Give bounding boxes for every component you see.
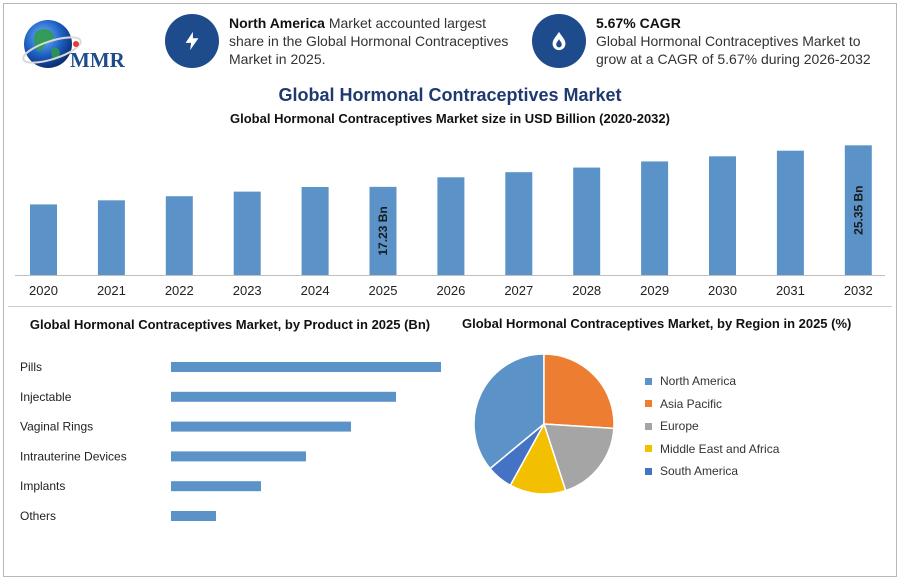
legend-label: Asia Pacific [660,396,723,411]
legend-item: North America [645,370,779,393]
product-chart-title: Global Hormonal Contraceptives Market, b… [29,317,431,332]
bar-2030 [709,156,736,275]
bar-2021 [97,200,125,275]
info-card-cagr: 5.67% CAGR Global Hormonal Contraceptive… [532,14,877,68]
bar-2024 [301,187,329,275]
x-tick-label: 2025 [369,283,398,298]
x-tick-label: 2022 [165,283,194,298]
region-pie-chart [473,353,615,495]
x-tick-label: 2023 [233,283,262,298]
slice-middle-east-and-africa [509,422,567,495]
bar-2031 [776,150,804,275]
x-tick-label: 2030 [708,283,737,298]
info-card-text: 5.67% CAGR Global Hormonal Contraceptive… [596,14,877,68]
market-size-bar-chart: 2020 2021 2022 2023 2024 2025 17.23 Bn 2026 2027… [15,145,885,298]
category-label: Pills [20,360,42,374]
x-tick-label: 2024 [301,283,330,298]
bar-value-label: 25.35 Bn [851,185,865,234]
region-chart-title: Global Hormonal Contraceptives Market, b… [462,316,852,331]
bar-2023 [233,191,261,275]
bar-intrauterine-devices [171,451,306,462]
info-card-north-america: North America Market accounted largest s… [165,14,515,68]
legend-item: Middle East and Africa [645,438,779,461]
flame-drop-icon [532,14,586,68]
legend-item: South America [645,460,779,483]
product-bar-chart: Pills Injectable Vaginal Rings Intrauterine… [20,360,441,523]
slice-north-america [473,353,545,470]
legend-item: Asia Pacific [645,393,779,416]
legend-swatch [645,467,652,475]
bar-pills [171,362,441,372]
slice-south-america [489,423,545,487]
legend-label: South America [660,464,739,479]
category-label: Others [20,509,56,523]
bar-2020 [30,204,57,275]
info-card-highlight: North America [229,15,325,31]
lightning-bolt-icon [165,14,219,68]
x-tick-label: 2026 [436,283,465,298]
legend-swatch [645,377,652,385]
bar-2028 [573,167,601,275]
legend-label: Europe [660,419,699,434]
legend-label: Middle East and Africa [660,441,780,456]
legend-swatch [645,445,652,453]
x-tick-label: 2032 [844,283,873,298]
info-card-highlight: 5.67% CAGR [596,15,681,31]
category-label: Intrauterine Devices [20,449,127,463]
bar-2025 [369,186,397,275]
x-tick-label: 2020 [29,283,58,298]
category-label: Vaginal Rings [20,420,93,434]
bar-2026 [437,177,465,275]
slice-europe [542,423,615,492]
legend-swatch [645,422,652,430]
bar-2022 [165,196,193,275]
bar-2027 [505,172,533,275]
logo-text: MMR [70,48,126,72]
category-label: Implants [20,479,65,493]
bar-2029 [641,161,669,275]
bar-injectable [171,391,396,402]
main-title: Global Hormonal Contraceptives Market [278,85,622,105]
info-card-body: Market accounted largest share in the Gl… [229,15,509,67]
bar-2032 [844,145,872,275]
x-tick-label: 2028 [572,283,601,298]
mmr-logo: MMR [22,20,126,72]
x-tick-label: 2021 [97,283,126,298]
market-size-chart-title: Global Hormonal Contraceptives Market si… [230,111,670,126]
x-tick-label: 2027 [504,283,533,298]
slice-asia-pacific [543,353,615,430]
infographic-frame [3,3,897,577]
bar-vaginal-rings [171,421,351,432]
x-tick-label: 2031 [776,283,805,298]
info-card-body: Global Hormonal Contraceptives Market to… [596,33,871,67]
region-legend: North America Asia Pacific Europe Middle Ea… [645,370,779,483]
category-label: Injectable [20,390,72,404]
section-divider [8,306,892,307]
bar-implants [171,481,261,492]
x-tick-label: 2029 [640,283,669,298]
legend-swatch [645,400,652,408]
info-card-text: North America Market accounted largest s… [229,14,515,68]
bar-others [171,511,216,521]
legend-item: Europe [645,415,779,438]
legend-label: North America [660,374,737,389]
bar-value-label: 17.23 Bn [376,206,390,255]
